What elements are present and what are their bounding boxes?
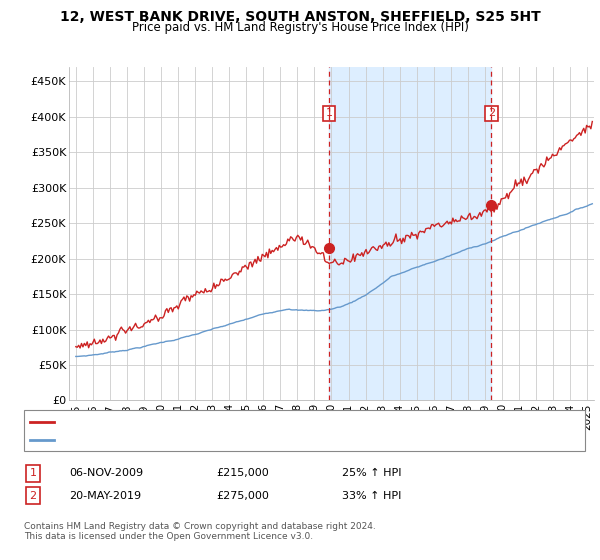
- Text: Price paid vs. HM Land Registry's House Price Index (HPI): Price paid vs. HM Land Registry's House …: [131, 21, 469, 34]
- Text: 25% ↑ HPI: 25% ↑ HPI: [342, 468, 401, 478]
- Text: 12, WEST BANK DRIVE, SOUTH ANSTON, SHEFFIELD, S25 5HT (detached house): 12, WEST BANK DRIVE, SOUTH ANSTON, SHEFF…: [59, 417, 473, 427]
- Text: 2: 2: [29, 491, 37, 501]
- Text: 33% ↑ HPI: 33% ↑ HPI: [342, 491, 401, 501]
- Text: 06-NOV-2009: 06-NOV-2009: [69, 468, 143, 478]
- Text: 20-MAY-2019: 20-MAY-2019: [69, 491, 141, 501]
- Bar: [329, 67, 491, 400]
- Text: HPI: Average price, detached house, Rotherham: HPI: Average price, detached house, Roth…: [59, 435, 309, 445]
- Text: £275,000: £275,000: [216, 491, 269, 501]
- Text: 1: 1: [29, 468, 37, 478]
- Text: 1: 1: [325, 108, 332, 118]
- Text: 2: 2: [488, 108, 495, 118]
- Text: Contains HM Land Registry data © Crown copyright and database right 2024.
This d: Contains HM Land Registry data © Crown c…: [24, 522, 376, 542]
- Text: 12, WEST BANK DRIVE, SOUTH ANSTON, SHEFFIELD, S25 5HT: 12, WEST BANK DRIVE, SOUTH ANSTON, SHEFF…: [59, 10, 541, 24]
- Text: £215,000: £215,000: [216, 468, 269, 478]
